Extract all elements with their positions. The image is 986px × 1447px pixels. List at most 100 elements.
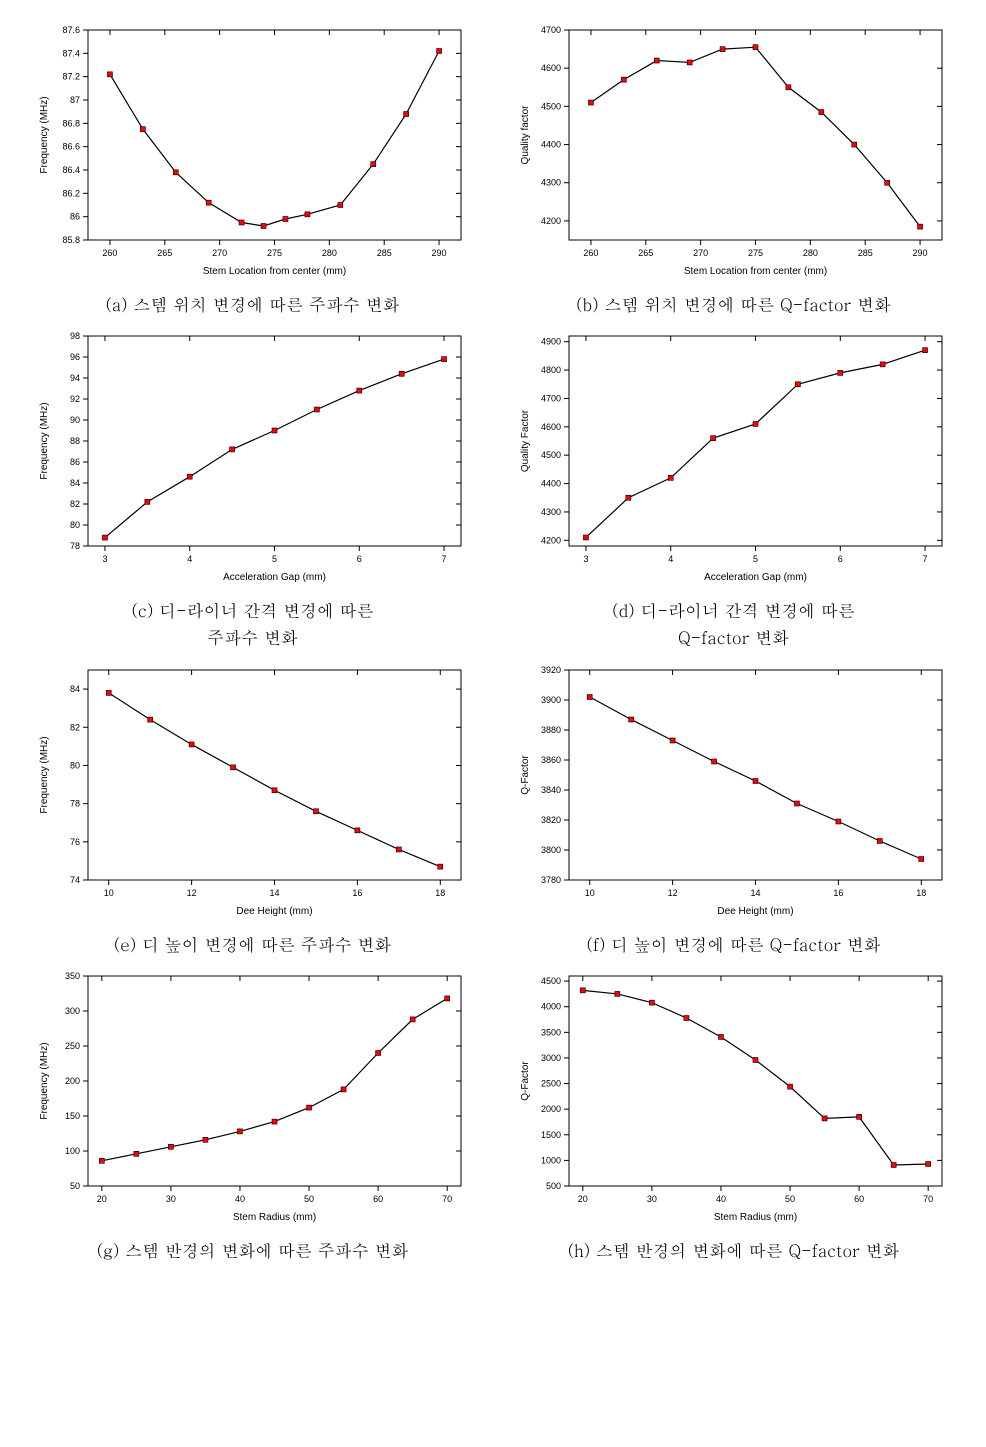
svg-text:4000: 4000: [540, 1001, 560, 1011]
svg-text:50: 50: [304, 1194, 314, 1204]
svg-text:4: 4: [668, 554, 673, 564]
svg-text:80: 80: [69, 760, 79, 770]
svg-text:290: 290: [912, 248, 927, 258]
svg-text:12: 12: [667, 888, 677, 898]
svg-text:4400: 4400: [540, 479, 560, 489]
svg-text:4600: 4600: [540, 422, 560, 432]
svg-text:Frequency (MHz): Frequency (MHz): [39, 1042, 50, 1119]
svg-text:275: 275: [266, 248, 281, 258]
svg-text:4300: 4300: [540, 178, 560, 188]
chart-f: 1012141618378038003820384038603880390039…: [514, 660, 954, 925]
svg-text:Frequency (MHz): Frequency (MHz): [39, 403, 50, 480]
caption-g: (g) 스템 반경의 변화에 따른 주파수 변화: [97, 1237, 409, 1264]
svg-text:3860: 3860: [540, 755, 560, 765]
svg-text:4200: 4200: [540, 216, 560, 226]
svg-text:86: 86: [69, 457, 79, 467]
svg-text:3900: 3900: [540, 695, 560, 705]
svg-text:Q-Factor: Q-Factor: [520, 1060, 531, 1100]
svg-text:10: 10: [103, 888, 113, 898]
svg-text:2500: 2500: [540, 1078, 560, 1088]
svg-text:82: 82: [69, 722, 79, 732]
svg-text:10: 10: [584, 888, 594, 898]
svg-text:4: 4: [187, 554, 192, 564]
svg-text:76: 76: [69, 836, 79, 846]
svg-text:Frequency (MHz): Frequency (MHz): [39, 96, 50, 173]
svg-text:3: 3: [583, 554, 588, 564]
svg-text:285: 285: [376, 248, 391, 258]
svg-text:260: 260: [102, 248, 117, 258]
svg-text:290: 290: [431, 248, 446, 258]
svg-text:Frequency (MHz): Frequency (MHz): [39, 736, 50, 813]
chart-b: 2602652702752802852904200430044004500460…: [514, 20, 954, 285]
svg-text:4800: 4800: [540, 365, 560, 375]
svg-text:60: 60: [854, 1194, 864, 1204]
svg-text:4700: 4700: [540, 394, 560, 404]
svg-text:3000: 3000: [540, 1053, 560, 1063]
svg-text:3780: 3780: [540, 875, 560, 885]
chart-cell-e: 1012141618747678808284Dee Height (mm)Fre…: [20, 660, 485, 958]
svg-text:5: 5: [752, 554, 757, 564]
caption-b: (b) 스템 위치 변경에 따른 Q-factor 변화: [576, 291, 891, 318]
svg-text:12: 12: [186, 888, 196, 898]
chart-cell-d: 3456742004300440045004600470048004900Acc…: [501, 326, 966, 651]
svg-text:86.6: 86.6: [62, 142, 80, 152]
svg-text:4600: 4600: [540, 63, 560, 73]
svg-text:86.8: 86.8: [62, 118, 80, 128]
svg-text:350: 350: [64, 971, 79, 981]
svg-text:60: 60: [373, 1194, 383, 1204]
svg-text:500: 500: [545, 1181, 560, 1191]
svg-text:50: 50: [785, 1194, 795, 1204]
caption-a: (a) 스템 위치 변경에 따른 주파수 변화: [106, 291, 400, 318]
svg-text:4500: 4500: [540, 450, 560, 460]
chart-cell-f: 1012141618378038003820384038603880390039…: [501, 660, 966, 958]
chart-cell-b: 2602652702752802852904200430044004500460…: [501, 20, 966, 318]
svg-text:18: 18: [435, 888, 445, 898]
caption-e: (e) 디 높이 변경에 따른 주파수 변화: [114, 931, 392, 958]
svg-text:3920: 3920: [540, 665, 560, 675]
svg-text:16: 16: [352, 888, 362, 898]
svg-text:Stem Location from center (mm): Stem Location from center (mm): [202, 266, 345, 277]
svg-text:86.4: 86.4: [62, 165, 80, 175]
chart-h: 2030405060705001000150020002500300035004…: [514, 966, 954, 1231]
svg-text:100: 100: [64, 1146, 79, 1156]
svg-text:6: 6: [356, 554, 361, 564]
svg-text:7: 7: [441, 554, 446, 564]
chart-c: 345677880828486889092949698Acceleration …: [33, 326, 473, 591]
svg-text:265: 265: [638, 248, 653, 258]
svg-text:14: 14: [750, 888, 760, 898]
svg-text:3800: 3800: [540, 845, 560, 855]
svg-text:20: 20: [577, 1194, 587, 1204]
svg-text:30: 30: [646, 1194, 656, 1204]
chart-d: 3456742004300440045004600470048004900Acc…: [514, 326, 954, 591]
svg-text:87.4: 87.4: [62, 48, 80, 58]
caption-f: (f) 디 높이 변경에 따른 Q-factor 변화: [586, 931, 880, 958]
svg-text:94: 94: [69, 373, 79, 383]
caption-h: (h) 스템 반경의 변화에 따른 Q-factor 변화: [568, 1237, 900, 1264]
svg-text:1500: 1500: [540, 1130, 560, 1140]
svg-text:90: 90: [69, 415, 79, 425]
svg-text:270: 270: [212, 248, 227, 258]
svg-text:5: 5: [271, 554, 276, 564]
svg-text:Stem Radius (mm): Stem Radius (mm): [713, 1212, 796, 1223]
svg-text:Q-Factor: Q-Factor: [520, 754, 531, 794]
svg-text:82: 82: [69, 499, 79, 509]
caption-c: (c) 디-라이너 간격 변경에 따른주파수 변화: [131, 597, 373, 651]
svg-text:4500: 4500: [540, 101, 560, 111]
svg-text:Quality factor: Quality factor: [520, 105, 531, 165]
svg-text:20: 20: [96, 1194, 106, 1204]
svg-text:280: 280: [321, 248, 336, 258]
svg-text:70: 70: [442, 1194, 452, 1204]
svg-text:84: 84: [69, 684, 79, 694]
svg-text:Stem Radius (mm): Stem Radius (mm): [232, 1212, 315, 1223]
svg-text:265: 265: [157, 248, 172, 258]
svg-text:92: 92: [69, 394, 79, 404]
svg-text:200: 200: [64, 1076, 79, 1086]
svg-text:3840: 3840: [540, 785, 560, 795]
chart-e: 1012141618747678808284Dee Height (mm)Fre…: [33, 660, 473, 925]
svg-text:280: 280: [802, 248, 817, 258]
svg-text:80: 80: [69, 520, 79, 530]
svg-text:270: 270: [693, 248, 708, 258]
svg-text:Acceleration Gap (mm): Acceleration Gap (mm): [223, 572, 326, 583]
svg-text:78: 78: [69, 798, 79, 808]
chart-cell-c: 345677880828486889092949698Acceleration …: [20, 326, 485, 651]
